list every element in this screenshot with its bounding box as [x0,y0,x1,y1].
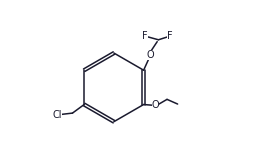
Text: F: F [167,31,173,41]
Text: F: F [142,31,148,41]
Text: O: O [152,100,159,110]
Text: O: O [146,50,154,60]
Text: Cl: Cl [53,110,62,120]
